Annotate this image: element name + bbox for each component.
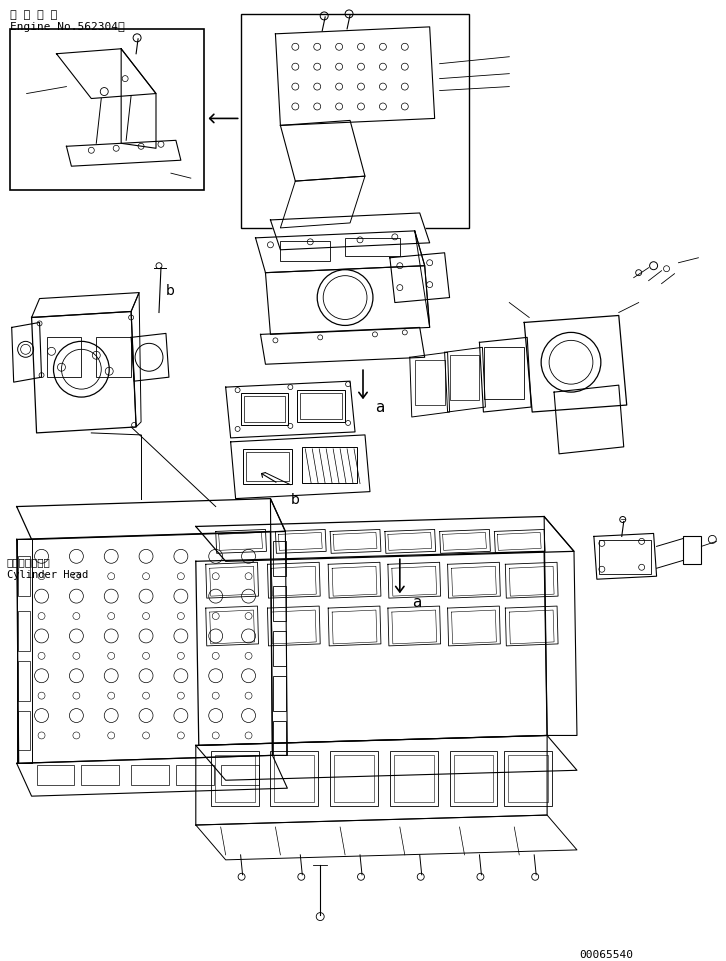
Polygon shape (196, 736, 577, 780)
Bar (390, 752, 438, 806)
Text: 00065540: 00065540 (579, 949, 633, 959)
Bar (508, 755, 548, 802)
Bar (298, 391, 345, 423)
Bar (302, 448, 357, 483)
Bar (345, 238, 400, 257)
Polygon shape (271, 499, 287, 755)
Polygon shape (554, 385, 624, 455)
Bar (274, 631, 286, 666)
Bar (271, 752, 318, 806)
Bar (454, 755, 494, 802)
Polygon shape (32, 312, 136, 433)
Bar (240, 15, 470, 229)
Polygon shape (32, 293, 139, 318)
Polygon shape (479, 338, 531, 412)
Polygon shape (196, 736, 547, 825)
Polygon shape (226, 382, 355, 438)
Bar (17, 711, 30, 751)
Polygon shape (17, 531, 272, 764)
Bar (274, 542, 286, 577)
Polygon shape (256, 232, 425, 273)
Bar (245, 453, 290, 481)
Polygon shape (196, 815, 577, 860)
Polygon shape (196, 517, 574, 562)
Bar (81, 766, 119, 785)
Polygon shape (544, 517, 577, 736)
Text: b: b (166, 283, 175, 297)
Bar (221, 766, 258, 785)
Text: シリンダヘッド: シリンダヘッド (7, 556, 51, 567)
Bar (240, 394, 288, 426)
Bar (274, 586, 286, 622)
Bar (599, 541, 650, 575)
Bar (449, 752, 497, 806)
Polygon shape (271, 213, 430, 251)
Polygon shape (57, 50, 156, 99)
Polygon shape (121, 50, 156, 149)
Bar (215, 755, 255, 802)
Bar (242, 450, 293, 484)
Bar (211, 752, 258, 806)
Bar (280, 241, 330, 261)
Polygon shape (17, 755, 287, 797)
Text: a: a (412, 595, 421, 609)
Polygon shape (66, 141, 181, 167)
Bar (393, 755, 433, 802)
Polygon shape (196, 552, 547, 746)
Bar (244, 397, 285, 423)
Polygon shape (524, 316, 627, 412)
Bar (415, 361, 444, 406)
Text: Cylinder Head: Cylinder Head (7, 570, 88, 579)
Polygon shape (415, 232, 430, 328)
Polygon shape (266, 266, 430, 335)
Bar (97, 338, 131, 378)
Polygon shape (275, 28, 435, 126)
Bar (9, 30, 204, 191)
Bar (334, 755, 374, 802)
Text: 適 用 号 機: 適 用 号 機 (9, 10, 57, 20)
Bar (449, 356, 479, 401)
Polygon shape (231, 435, 370, 499)
Bar (176, 766, 213, 785)
Polygon shape (280, 121, 365, 182)
Bar (274, 721, 286, 755)
Polygon shape (390, 254, 449, 304)
Bar (505, 752, 552, 806)
Text: Engine No.562304〜: Engine No.562304〜 (9, 22, 124, 32)
Bar (46, 338, 81, 378)
Bar (17, 611, 30, 652)
Bar (274, 755, 314, 802)
Bar (301, 394, 342, 420)
Bar (17, 661, 30, 701)
Polygon shape (12, 323, 41, 382)
Bar (330, 752, 378, 806)
Text: b: b (290, 492, 299, 506)
Bar (17, 556, 30, 597)
Bar (484, 348, 524, 400)
Bar (36, 766, 74, 785)
Bar (274, 676, 286, 711)
Text: a: a (375, 400, 384, 414)
Polygon shape (594, 534, 656, 579)
Bar (131, 766, 169, 785)
Bar (683, 537, 701, 565)
Polygon shape (17, 499, 285, 540)
